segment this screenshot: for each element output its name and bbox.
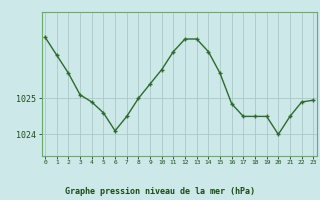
Text: Graphe pression niveau de la mer (hPa): Graphe pression niveau de la mer (hPa) bbox=[65, 187, 255, 196]
